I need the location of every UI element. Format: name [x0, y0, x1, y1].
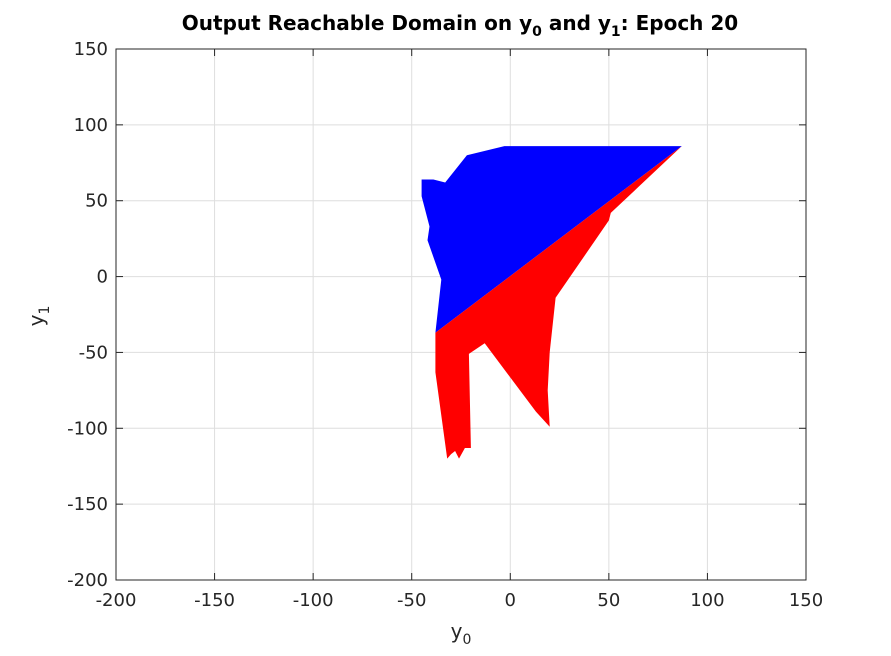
x-axis-label: y0 [451, 619, 472, 648]
title-sub1: 1 [611, 24, 621, 40]
y-tick-label-1: -150 [67, 494, 108, 515]
ticks: -200 -150 -100 -50 0 50 100 150 -200 -150 -100 -50 0… [67, 39, 823, 611]
series-region-1 [435, 146, 682, 459]
axes-box [115, 48, 807, 581]
x-tick-label-4: 0 [505, 590, 516, 611]
title-prefix: Output Reachable Domain on y [182, 11, 532, 35]
x-tick-label-1: -150 [194, 590, 235, 611]
x-tick-label-6: 100 [690, 590, 724, 611]
x-tick-label-7: 150 [789, 590, 823, 611]
y-tick-label-5: 50 [85, 191, 108, 212]
title-sub0: 0 [532, 24, 542, 40]
y-tick-label-7: 150 [74, 39, 108, 60]
y-tick-label-2: -100 [67, 418, 108, 439]
y-tick-label-3: -50 [79, 342, 108, 363]
x-tick-label-2: -100 [293, 590, 334, 611]
title-middle: and y [542, 11, 611, 35]
y-axis-label: y1 [24, 306, 53, 327]
y-tick-label-6: 100 [74, 115, 108, 136]
series-region-0 [421, 146, 682, 333]
y-tick-label-0: -200 [67, 570, 108, 591]
x-tick-label-5: 50 [597, 590, 620, 611]
y-axis-label-base: y [24, 314, 48, 326]
title-suffix: : Epoch 20 [621, 11, 739, 35]
x-tick-label-0: -200 [96, 590, 137, 611]
x-axis-label-base: y [451, 619, 463, 643]
series-layer [421, 146, 682, 459]
x-tick-label-3: -50 [397, 590, 426, 611]
y-tick-label-4: 0 [97, 267, 108, 288]
chart-title: Output Reachable Domain on y0 and y1: Ep… [182, 11, 738, 40]
y-axis-label-sub: 1 [37, 306, 53, 315]
x-axis-label-sub: 0 [462, 632, 471, 648]
